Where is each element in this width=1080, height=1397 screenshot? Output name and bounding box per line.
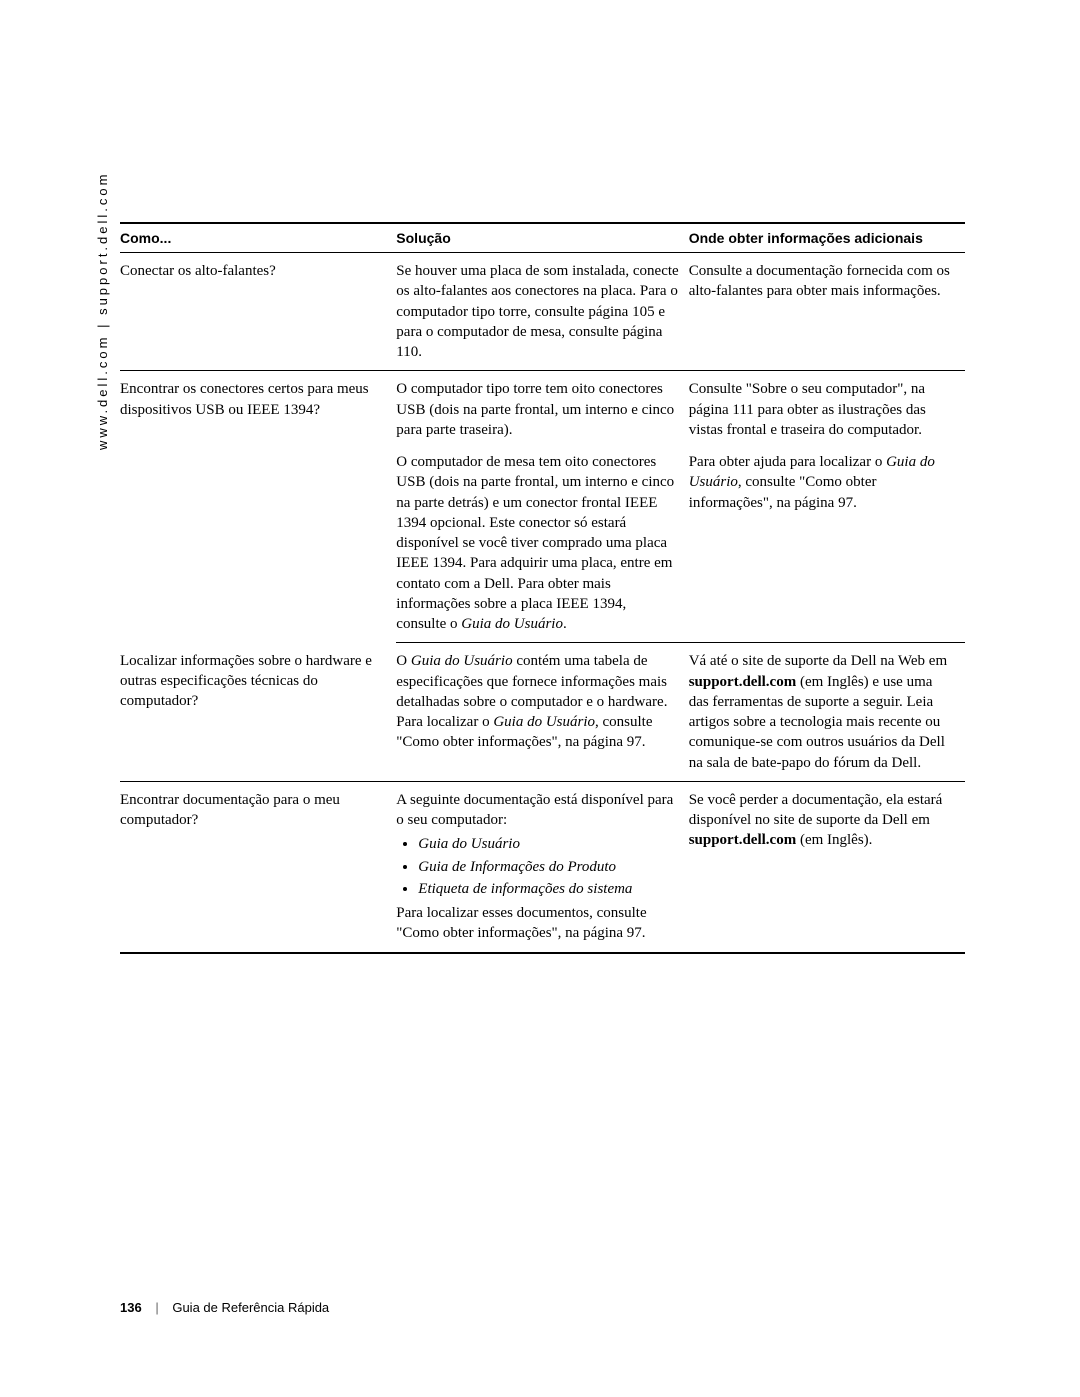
cell-como: Localizar informações sobre o hardware e… xyxy=(120,643,396,782)
italic-text: Guia do Usuário xyxy=(493,714,595,730)
text: Para localizar esses documentos, consult… xyxy=(396,903,678,944)
cell-info: Se você perder a documentação, ela estar… xyxy=(689,781,965,952)
table-header-row: Como... Solução Onde obter informações a… xyxy=(120,223,965,253)
cell-como: Encontrar os conectores certos para meus… xyxy=(120,371,396,643)
table-row: Conectar os alto-falantes? Se houver uma… xyxy=(120,253,965,371)
cell-info: Consulte a documentação fornecida com os… xyxy=(689,253,965,371)
cell-info: Vá até o site de suporte da Dell na Web … xyxy=(689,643,965,782)
bold-text: support.dell.com xyxy=(689,832,797,848)
cell-solucao: O Guia do Usuário contém uma tabela de e… xyxy=(396,643,688,782)
text: O xyxy=(396,653,411,669)
table-row: Localizar informações sobre o hardware e… xyxy=(120,643,965,782)
footer-title: Guia de Referência Rápida xyxy=(172,1300,329,1315)
header-como: Como... xyxy=(120,223,396,253)
cell-info: Consulte "Sobre o seu computador", na pá… xyxy=(689,371,965,444)
italic-text: Guia do Usuário xyxy=(461,616,563,632)
bold-text: support.dell.com xyxy=(689,674,797,690)
text: . xyxy=(563,616,567,632)
table-row: Encontrar documentação para o meu comput… xyxy=(120,781,965,952)
text: A seguinte documentação está disponível … xyxy=(396,790,678,831)
cell-como: Encontrar documentação para o meu comput… xyxy=(120,781,396,952)
text: O computador de mesa tem oito conectores… xyxy=(396,454,674,632)
main-table-container: Como... Solução Onde obter informações a… xyxy=(120,222,965,954)
text: (em Inglês). xyxy=(796,832,872,848)
page-footer: 136 | Guia de Referência Rápida xyxy=(120,1300,329,1315)
table-row: Encontrar os conectores certos para meus… xyxy=(120,371,965,444)
list-item: Guia de Informações do Produto xyxy=(418,857,678,877)
italic-text: Guia do Usuário xyxy=(411,653,513,669)
side-url-text: www.dell.com | support.dell.com xyxy=(95,172,110,450)
cell-solucao: O computador de mesa tem oito conectores… xyxy=(396,444,688,643)
header-info: Onde obter informações adicionais xyxy=(689,223,965,253)
text: Para obter ajuda para localizar o xyxy=(689,454,886,470)
header-solucao: Solução xyxy=(396,223,688,253)
page-number: 136 xyxy=(120,1300,142,1315)
cell-solucao: O computador tipo torre tem oito conecto… xyxy=(396,371,688,444)
separator: | xyxy=(155,1300,158,1315)
reference-table: Como... Solução Onde obter informações a… xyxy=(120,222,965,954)
cell-solucao: A seguinte documentação está disponível … xyxy=(396,781,688,952)
text: Se você perder a documentação, ela estar… xyxy=(689,792,943,828)
text: Vá até o site de suporte da Dell na Web … xyxy=(689,653,947,669)
list-item: Etiqueta de informações do sistema xyxy=(418,879,678,899)
list-item: Guia do Usuário xyxy=(418,834,678,854)
cell-solucao: Se houver uma placa de som instalada, co… xyxy=(396,253,688,371)
cell-como: Conectar os alto-falantes? xyxy=(120,253,396,371)
doc-list: Guia do Usuário Guia de Informações do P… xyxy=(396,834,678,899)
cell-info: Para obter ajuda para localizar o Guia d… xyxy=(689,444,965,643)
